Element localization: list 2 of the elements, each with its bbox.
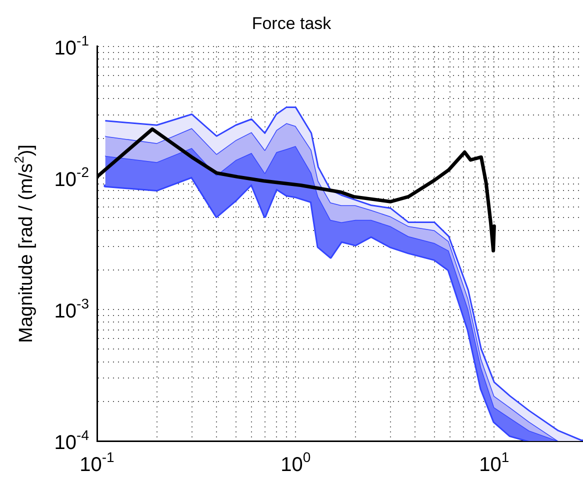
chart-title: Force task xyxy=(252,14,332,33)
y-axis-title: Magnitude [rad / (m/s2)] xyxy=(11,144,37,343)
